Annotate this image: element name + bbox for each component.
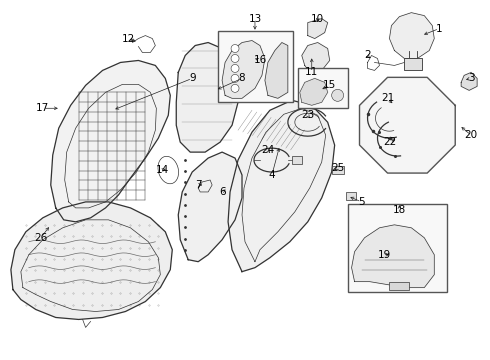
Circle shape	[231, 75, 239, 82]
Text: 6: 6	[219, 187, 225, 197]
Circle shape	[231, 64, 239, 72]
Text: 2: 2	[364, 50, 371, 60]
Text: 13: 13	[248, 14, 262, 24]
Text: 17: 17	[36, 103, 49, 113]
FancyBboxPatch shape	[332, 166, 343, 174]
Polygon shape	[390, 13, 434, 58]
Text: 10: 10	[311, 14, 324, 24]
FancyBboxPatch shape	[404, 58, 422, 71]
FancyBboxPatch shape	[218, 31, 293, 102]
Circle shape	[231, 84, 239, 92]
Polygon shape	[222, 41, 265, 98]
Text: 20: 20	[465, 130, 478, 140]
Polygon shape	[300, 78, 328, 105]
Text: 3: 3	[468, 73, 474, 84]
Text: 19: 19	[378, 250, 391, 260]
Text: 22: 22	[383, 137, 396, 147]
Polygon shape	[308, 19, 328, 39]
Text: 8: 8	[239, 73, 245, 84]
FancyBboxPatch shape	[345, 192, 356, 200]
Text: 23: 23	[301, 110, 315, 120]
Polygon shape	[302, 42, 330, 72]
Text: 24: 24	[261, 145, 274, 155]
Text: 15: 15	[323, 80, 336, 90]
Text: 21: 21	[381, 93, 394, 103]
FancyBboxPatch shape	[292, 156, 302, 164]
Text: 14: 14	[156, 165, 169, 175]
Text: 18: 18	[393, 205, 406, 215]
Polygon shape	[461, 72, 477, 90]
Polygon shape	[265, 42, 288, 98]
Circle shape	[231, 45, 239, 53]
Polygon shape	[11, 202, 172, 319]
Text: 4: 4	[269, 170, 275, 180]
Text: 1: 1	[436, 24, 442, 33]
Polygon shape	[178, 152, 242, 262]
Polygon shape	[51, 60, 171, 222]
Text: 7: 7	[195, 180, 201, 190]
Text: 16: 16	[253, 55, 267, 66]
Text: 25: 25	[331, 163, 344, 173]
Text: 9: 9	[189, 73, 196, 84]
Polygon shape	[352, 225, 434, 288]
Text: 12: 12	[122, 33, 135, 44]
FancyBboxPatch shape	[347, 204, 447, 292]
FancyBboxPatch shape	[390, 282, 409, 289]
Circle shape	[231, 54, 239, 62]
Text: 5: 5	[358, 197, 365, 207]
FancyBboxPatch shape	[298, 68, 347, 108]
Polygon shape	[228, 100, 335, 272]
Polygon shape	[360, 77, 455, 173]
Text: 26: 26	[34, 233, 48, 243]
Circle shape	[332, 89, 343, 101]
Polygon shape	[176, 42, 238, 152]
Text: 11: 11	[305, 67, 318, 77]
